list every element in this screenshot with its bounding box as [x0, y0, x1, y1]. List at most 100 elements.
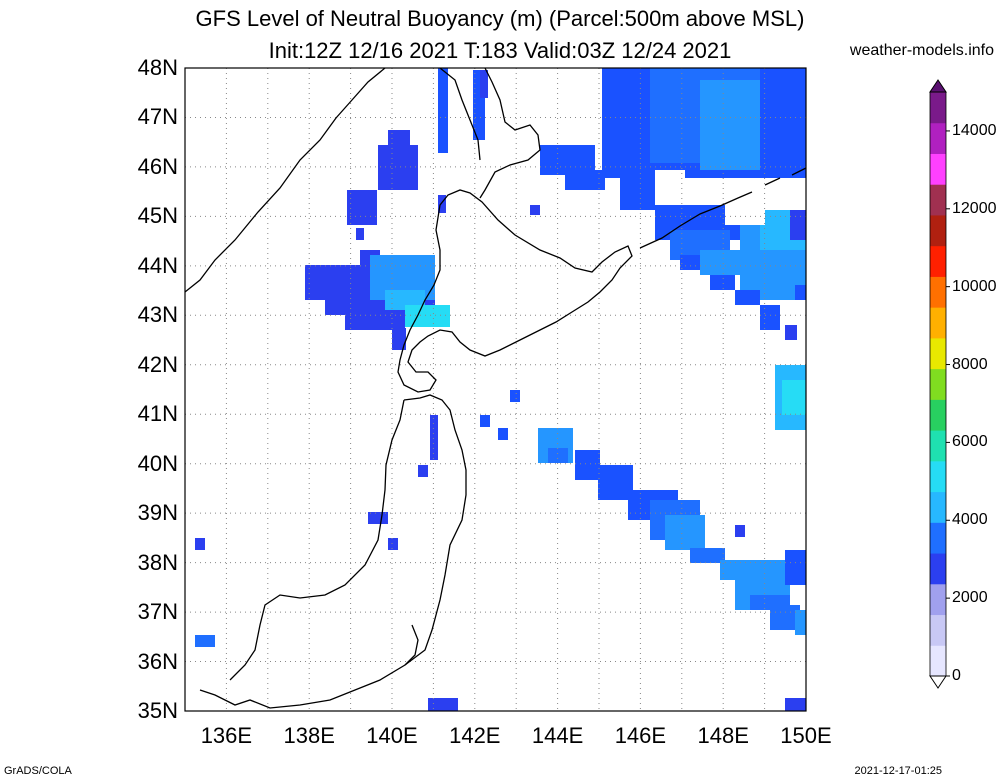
colorbar-segment: [930, 153, 946, 185]
colorbar-label: 8000: [952, 355, 988, 373]
latitude-label: 46N: [137, 153, 178, 179]
shaded-cell: [735, 525, 745, 537]
longitude-label: 146E: [614, 723, 667, 748]
colorbar-segment: [930, 184, 946, 216]
shaded-cell: [575, 450, 600, 480]
colorbar-segment: [930, 307, 946, 339]
shaded-cell: [680, 255, 700, 270]
colorbar-label: 2000: [952, 589, 988, 607]
latitude-label: 43N: [137, 302, 178, 328]
coastline-boso: [404, 624, 419, 666]
shaded-cell: [710, 275, 735, 290]
colorbar-outline: [929, 91, 947, 677]
colorbar-segment: [930, 337, 946, 370]
colorbar-label: 10000: [952, 277, 997, 295]
latitude-label: 44N: [137, 252, 178, 278]
colorbar-segment: [930, 122, 946, 154]
shaded-cell: [598, 465, 633, 500]
latitude-label: 42N: [137, 351, 178, 377]
longitude-label: 142E: [449, 723, 501, 748]
colorbar-label: 14000: [952, 121, 997, 139]
latitude-label: 39N: [137, 500, 178, 526]
shaded-cell: [347, 190, 377, 225]
coastline-sakhalin-west: [439, 67, 481, 161]
shaded-cell: [195, 635, 215, 647]
shaded-cell: [510, 390, 520, 402]
shaded-cell: [345, 310, 405, 330]
colorbar-segment: [930, 92, 946, 124]
shaded-cell: [700, 80, 760, 170]
latitude-label: 48N: [137, 55, 178, 80]
source-label: weather-models.info: [849, 42, 994, 59]
shaded-cell: [795, 285, 806, 300]
map-subtitle: Init:12Z 12/16 2021 T:183 Valid:03Z 12/2…: [268, 38, 732, 63]
shaded-cell: [438, 195, 446, 213]
shaded-cell: [368, 512, 388, 524]
shaded-cell: [785, 550, 806, 585]
longitude-label: 148E: [697, 723, 749, 748]
shaded-cell: [356, 228, 364, 240]
colorbar-segment: [930, 460, 946, 493]
footer-left: GrADS/COLA: [4, 765, 72, 777]
shaded-cell: [725, 195, 765, 225]
shaded-cell: [418, 465, 428, 477]
colorbar-segment: [930, 245, 946, 277]
latitude-label: 40N: [137, 450, 178, 476]
colorbar-segment: [930, 430, 946, 462]
latitude-label: 45N: [137, 203, 178, 229]
colorbar-arrow: [929, 79, 947, 93]
coastlines: [184, 67, 807, 709]
colorbar-label: 4000: [952, 511, 988, 529]
colorbar-segment: [930, 214, 946, 247]
shaded-cell: [655, 170, 685, 205]
colorbar-segment: [930, 276, 946, 308]
longitude-label: 144E: [531, 723, 584, 748]
shaded-cell: [760, 305, 780, 330]
longitude-label: 150E: [780, 723, 832, 748]
coastline-honshu: [199, 394, 467, 709]
data-cells: [195, 68, 806, 711]
coastline-sakhalin-east: [479, 67, 541, 199]
shaded-cell: [438, 68, 448, 153]
latitude-label: 36N: [137, 648, 178, 674]
colorbar-arrow: [929, 675, 947, 689]
shaded-cell: [795, 610, 806, 635]
colorbar-segment: [930, 614, 946, 646]
shaded-cell: [405, 305, 450, 327]
coastline-hokkaido: [397, 189, 633, 393]
shaded-cell: [530, 205, 540, 215]
colorbar-segment: [930, 522, 946, 554]
shaded-cell: [790, 210, 806, 240]
colorbar-segment: [930, 553, 946, 585]
shaded-cell: [785, 698, 806, 711]
shaded-cell: [378, 145, 418, 190]
shaded-cell: [785, 325, 797, 340]
coastline-primorye: [184, 67, 386, 293]
colorbar-segment: [930, 368, 946, 400]
latitude-label: 41N: [137, 401, 178, 427]
colorbar-segment: [930, 491, 946, 523]
shaded-cell: [735, 290, 760, 305]
shaded-cell: [480, 415, 490, 427]
map-frame: [184, 67, 807, 712]
shaded-cell: [690, 548, 725, 563]
shaded-cell: [428, 698, 458, 711]
shaded-cell: [388, 538, 398, 550]
longitude-label: 136E: [200, 723, 253, 748]
longitude-label: 140E: [366, 723, 418, 748]
latitude-label: 35N: [137, 698, 178, 723]
shaded-cell: [430, 415, 438, 460]
colorbar-label: 0: [952, 667, 961, 684]
shaded-cell: [480, 70, 488, 98]
coastline-kurils: [639, 167, 807, 249]
shaded-cell: [498, 428, 508, 440]
colorbar-segment: [930, 645, 946, 677]
colorbar-label: 6000: [952, 433, 988, 451]
shaded-cell: [665, 515, 705, 550]
shaded-cell: [782, 380, 806, 415]
shaded-cell: [565, 170, 605, 190]
longitude-label: 138E: [283, 723, 335, 748]
latitude-label: 47N: [137, 104, 178, 130]
shaded-cell: [388, 130, 410, 150]
